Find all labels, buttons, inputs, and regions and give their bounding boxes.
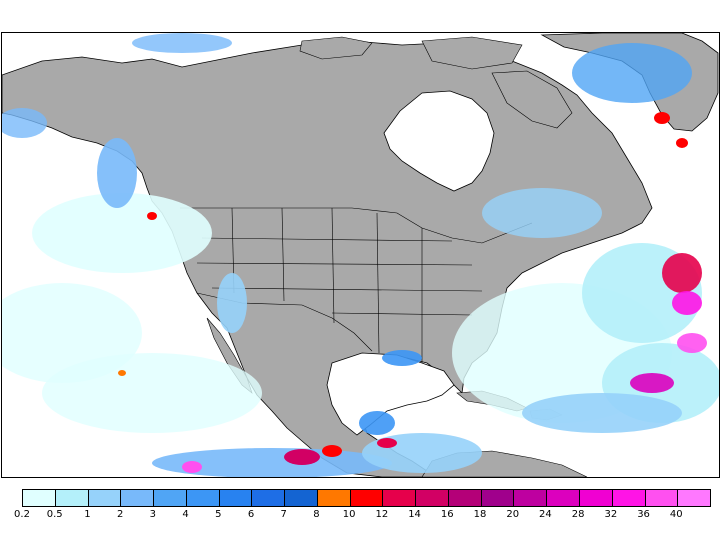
arctic-island xyxy=(421,36,523,70)
legend-tick-label: 5 xyxy=(215,509,222,520)
legend-swatch xyxy=(514,490,548,506)
legend-swatch xyxy=(219,490,253,506)
legend-swatch xyxy=(23,490,56,506)
legend-swatch xyxy=(612,490,646,506)
legend-swatch xyxy=(448,490,482,506)
legend-tick-label: 0.5 xyxy=(46,509,63,520)
precipitation-legend-bar xyxy=(22,489,711,507)
map-canvas xyxy=(2,33,719,477)
legend-tick-label: 2 xyxy=(116,509,124,520)
arctic-island xyxy=(299,36,373,60)
legend-tick-label: 12 xyxy=(375,509,389,520)
legend-swatch xyxy=(121,490,155,506)
legend-swatch xyxy=(383,490,417,506)
legend-tick-label: 1 xyxy=(84,509,91,520)
legend-swatch xyxy=(88,490,122,506)
precipitation-legend-labels: 0.2 0.5 1 2 3 4 5 6 7 8 10 12 14 16 18 20 24 28 32 36 40 xyxy=(0,509,720,523)
legend-tick-label: 18 xyxy=(473,509,487,520)
legend-swatch xyxy=(547,490,581,506)
legend-swatch xyxy=(154,490,187,506)
legend-swatch xyxy=(317,490,351,506)
legend-tick-label: 24 xyxy=(539,509,552,520)
legend-swatch xyxy=(350,490,384,506)
legend-tick-label: 32 xyxy=(604,509,618,520)
precipitation-map xyxy=(1,32,720,478)
legend-tick-label: 14 xyxy=(408,509,421,520)
legend-tick-label: 3 xyxy=(149,509,157,520)
legend-swatch xyxy=(481,490,515,506)
legend-swatch xyxy=(55,490,89,506)
precipitation-overlay xyxy=(2,33,719,477)
legend-tick-label: 16 xyxy=(440,509,454,520)
legend-tick-label: 28 xyxy=(571,509,585,520)
legend-tick-label: 10 xyxy=(342,509,356,520)
legend-tick-label: 20 xyxy=(506,509,520,520)
hudson-bay xyxy=(383,90,495,192)
legend-tick-label: 7 xyxy=(280,509,287,520)
legend-swatch xyxy=(252,490,286,506)
legend-tick-label: 36 xyxy=(637,509,650,520)
legend-swatch xyxy=(645,490,679,506)
legend-tick-label: 0.2 xyxy=(14,509,30,520)
legend-swatch xyxy=(580,490,613,506)
legend-tick-label: 6 xyxy=(247,509,255,520)
legend-swatch xyxy=(186,490,220,506)
legend-tick-label: 8 xyxy=(313,509,320,520)
baffin-island xyxy=(491,70,573,129)
legend-swatch xyxy=(678,490,711,506)
legend-tick-label: 40 xyxy=(669,509,683,520)
legend-tick-label: 4 xyxy=(182,509,189,520)
legend-swatch xyxy=(285,490,318,506)
legend-swatch xyxy=(416,490,449,506)
